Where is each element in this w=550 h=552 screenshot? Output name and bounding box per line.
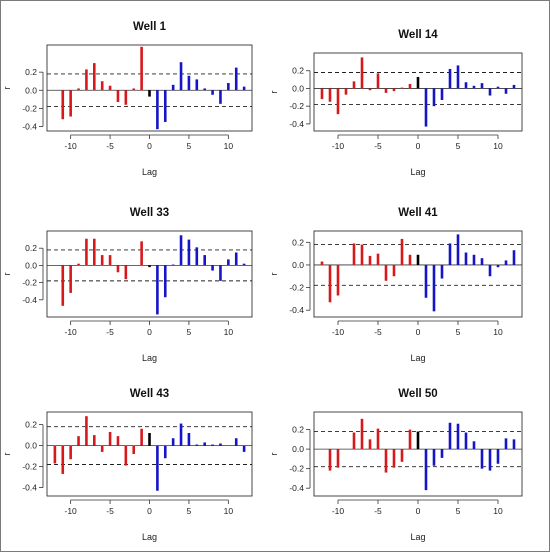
x-tick-label: 0 xyxy=(147,141,152,151)
x-tick-label: 0 xyxy=(147,506,152,516)
panel-title: Well 41 xyxy=(398,207,438,219)
y-axis-title: r xyxy=(2,453,12,456)
x-tick-label: 5 xyxy=(456,506,461,516)
panel-6: Well 50 -10 -5 0 5 10 Lag -0.4 -0.2 0.0 0.2 r xyxy=(269,388,523,542)
y-tick-label: -0.2 xyxy=(22,462,37,472)
y-tick-label: -0.2 xyxy=(22,278,37,288)
x-tick-label: 0 xyxy=(416,141,421,151)
x-tick-label: -10 xyxy=(65,506,78,516)
x-tick-label: 0 xyxy=(416,327,421,337)
y-tick-label: -0.4 xyxy=(22,295,37,305)
y-axis-title: r xyxy=(269,273,279,276)
x-tick-label: 5 xyxy=(187,327,192,337)
y-tick-label: -0.4 xyxy=(289,305,304,315)
x-tick-label: -10 xyxy=(332,327,345,337)
panel-title: Well 14 xyxy=(398,29,438,41)
x-tick-label: -10 xyxy=(65,327,78,337)
y-tick-label: 0.0 xyxy=(25,441,37,451)
x-tick-label: 10 xyxy=(224,141,234,151)
x-tick-label: -5 xyxy=(106,327,114,337)
plot-area-box xyxy=(46,44,253,132)
panel-2: Well 14 -10 -5 0 5 10 Lag -0.4 -0.2 0.0 0.2 r xyxy=(269,29,523,177)
y-tick-label: 0.2 xyxy=(292,237,304,247)
panel-title: Well 33 xyxy=(130,207,169,219)
y-tick-label: 0.0 xyxy=(25,85,37,95)
y-tick-label: 0.0 xyxy=(25,260,37,270)
y-tick-label: -0.4 xyxy=(289,483,304,493)
x-tick-label: 10 xyxy=(493,327,503,337)
x-axis-title: Lag xyxy=(142,532,157,542)
panel-title: Well 43 xyxy=(130,388,169,400)
panel-4: Well 41 -10 -5 0 5 10 Lag -0.4 -0.2 0.0 0.2 r xyxy=(269,207,523,363)
x-axis-title: Lag xyxy=(410,167,425,177)
x-tick-label: -10 xyxy=(332,506,345,516)
y-tick-label: -0.2 xyxy=(289,101,304,111)
x-axis-title: Lag xyxy=(410,532,425,542)
panel-3: Well 33 -10 -5 0 5 10 Lag -0.4 -0.2 0.0 0.2 r xyxy=(2,207,253,363)
x-tick-label: -5 xyxy=(106,506,114,516)
y-tick-label: 0.0 xyxy=(292,83,304,93)
x-tick-label: -10 xyxy=(65,141,78,151)
x-axis-title: Lag xyxy=(142,167,157,177)
x-tick-label: 10 xyxy=(224,506,234,516)
x-axis-title: Lag xyxy=(142,353,157,363)
x-tick-label: 10 xyxy=(493,141,503,151)
panel-1: Well 1 -10 -5 0 5 10 Lag -0.4 -0.2 0.0 0.2 r xyxy=(2,21,253,177)
y-tick-label: -0.2 xyxy=(289,283,304,293)
y-axis-title: r xyxy=(2,87,12,90)
y-axis-title: r xyxy=(2,273,12,276)
x-tick-label: 10 xyxy=(493,506,503,516)
y-tick-label: -0.4 xyxy=(22,121,37,131)
x-tick-label: 10 xyxy=(224,327,234,337)
y-axis-title: r xyxy=(269,91,279,94)
plot-area-box xyxy=(313,230,523,318)
y-tick-label: 0.2 xyxy=(292,425,304,435)
y-tick-label: 0.0 xyxy=(292,444,304,454)
x-tick-label: -10 xyxy=(332,141,345,151)
x-tick-label: -5 xyxy=(374,506,382,516)
plot-area-box xyxy=(313,411,523,497)
x-tick-label: 5 xyxy=(456,327,461,337)
x-tick-label: 5 xyxy=(187,141,192,151)
y-tick-label: 0.2 xyxy=(25,243,37,253)
panel-title: Well 1 xyxy=(133,21,167,33)
panel-5: Well 43 -10 -5 0 5 10 Lag -0.4 -0.2 0.0 0.2 r xyxy=(2,388,253,542)
y-tick-label: -0.4 xyxy=(289,119,304,129)
plot-area-box xyxy=(313,52,523,132)
plot-area-box xyxy=(46,411,253,497)
x-axis-title: Lag xyxy=(410,353,425,363)
y-tick-label: -0.4 xyxy=(22,483,37,493)
y-tick-label: 0.2 xyxy=(25,67,37,77)
y-axis-title: r xyxy=(269,453,279,456)
x-tick-label: 0 xyxy=(416,506,421,516)
y-tick-label: 0.2 xyxy=(292,66,304,76)
panel-title: Well 50 xyxy=(398,388,437,400)
y-tick-label: -0.2 xyxy=(289,464,304,474)
x-tick-label: 0 xyxy=(147,327,152,337)
x-tick-label: 5 xyxy=(456,141,461,151)
x-tick-label: -5 xyxy=(374,141,382,151)
x-tick-label: 5 xyxy=(187,506,192,516)
y-tick-label: 0.0 xyxy=(292,260,304,270)
x-tick-label: -5 xyxy=(374,327,382,337)
y-tick-label: 0.2 xyxy=(25,420,37,430)
x-tick-label: -5 xyxy=(106,141,114,151)
y-tick-label: -0.2 xyxy=(22,103,37,113)
plot-area-box xyxy=(46,230,253,318)
